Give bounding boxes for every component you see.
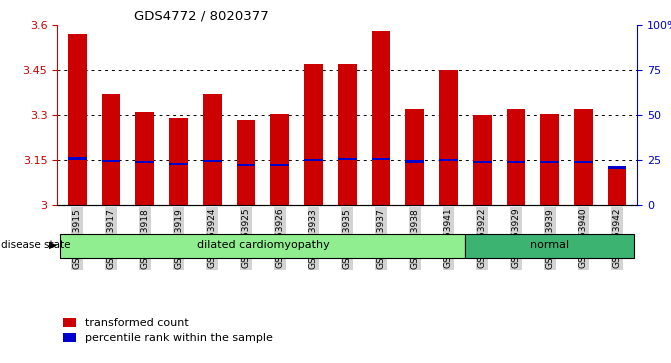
Bar xyxy=(473,161,491,163)
Bar xyxy=(372,158,391,160)
Bar xyxy=(473,115,491,205)
Text: ▶: ▶ xyxy=(49,240,57,250)
Text: dilated cardiomyopathy: dilated cardiomyopathy xyxy=(197,240,329,250)
Bar xyxy=(68,34,87,205)
FancyBboxPatch shape xyxy=(466,234,634,258)
Bar xyxy=(440,159,458,162)
Bar xyxy=(540,114,559,205)
Bar xyxy=(136,161,154,163)
Bar xyxy=(608,167,627,169)
FancyBboxPatch shape xyxy=(60,234,466,258)
Bar xyxy=(169,118,188,205)
Bar xyxy=(574,161,592,163)
Bar xyxy=(405,109,424,205)
Bar xyxy=(102,94,120,205)
Text: disease state: disease state xyxy=(1,240,71,250)
Bar xyxy=(440,70,458,205)
Bar xyxy=(237,164,255,167)
Bar xyxy=(405,160,424,163)
Bar xyxy=(372,32,391,205)
Bar xyxy=(574,109,592,205)
Bar xyxy=(102,160,120,162)
Text: normal: normal xyxy=(530,240,569,250)
Bar xyxy=(136,112,154,205)
Bar xyxy=(507,109,525,205)
Bar xyxy=(68,158,87,160)
Bar xyxy=(270,164,289,167)
Bar xyxy=(338,158,356,160)
Bar xyxy=(304,159,323,162)
Text: GDS4772 / 8020377: GDS4772 / 8020377 xyxy=(134,9,269,22)
Bar xyxy=(304,64,323,205)
Bar xyxy=(338,64,356,205)
Bar xyxy=(540,161,559,163)
Bar xyxy=(203,160,221,162)
Bar xyxy=(608,166,627,205)
Bar xyxy=(270,114,289,205)
Bar xyxy=(237,120,255,205)
Bar xyxy=(507,161,525,163)
Bar xyxy=(203,94,221,205)
Bar xyxy=(169,163,188,165)
Legend: transformed count, percentile rank within the sample: transformed count, percentile rank withi… xyxy=(62,318,272,343)
